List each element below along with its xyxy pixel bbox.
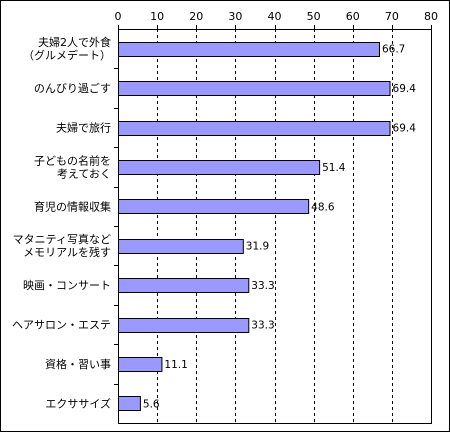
x-tick-label-70: 70: [385, 10, 399, 23]
value-label-0: 66.7: [382, 44, 405, 56]
x-tick-label-60: 60: [346, 10, 360, 23]
x-tick-label-30: 30: [228, 10, 242, 23]
value-label-9: 5.6: [143, 398, 160, 410]
category-label-8: 資格・習い事: [45, 357, 111, 371]
category-label-4: 育児の情報収集: [34, 199, 111, 213]
value-label-2: 69.4: [393, 123, 417, 135]
x-tick-label-20: 20: [189, 10, 203, 23]
category-label-9: エクササイズ: [45, 396, 111, 410]
value-label-5: 31.9: [246, 241, 269, 253]
x-tick-label-40: 40: [268, 10, 282, 23]
x-tick-label-10: 10: [150, 10, 164, 23]
bar-7: [118, 318, 250, 333]
category-label-5-line-1: メモリアルを残す: [23, 245, 111, 259]
bar-2: [118, 121, 391, 136]
bar-1: [118, 81, 391, 96]
category-label-6: 映画・コンサート: [23, 279, 111, 292]
category-label-1: のんびり過ごす: [34, 81, 111, 95]
bar-8: [118, 357, 163, 372]
x-tick-label-80: 80: [424, 10, 438, 23]
value-label-6: 33.3: [251, 280, 274, 292]
category-label-0-line-1: （グルメデート）: [23, 48, 111, 62]
value-label-7: 33.3: [251, 320, 274, 332]
bar-0: [118, 42, 380, 57]
value-label-4: 48.6: [311, 201, 335, 213]
bar-4: [118, 199, 310, 214]
category-label-2: 夫婦で旅行: [56, 121, 111, 135]
bar-3: [118, 160, 321, 175]
bar-5: [118, 239, 244, 254]
category-label-3-line-1: 考えておく: [57, 167, 111, 180]
x-tick-label-50: 50: [307, 10, 321, 23]
category-label-0-line-0: 夫婦2人で外食: [38, 35, 111, 49]
bar-9: [118, 396, 141, 411]
category-label-3-line-0: 子どもの名前を: [34, 153, 111, 167]
value-label-3: 51.4: [322, 162, 346, 174]
plot-area: [118, 29, 432, 424]
category-label-7: ヘアサロン・エステ: [12, 319, 111, 332]
bar-6: [118, 278, 250, 293]
category-label-5-line-0: マタニティ写真など: [13, 232, 111, 246]
value-label-8: 11.1: [164, 359, 187, 371]
value-label-1: 69.4: [393, 83, 417, 95]
x-tick-label-0: 0: [115, 10, 122, 23]
